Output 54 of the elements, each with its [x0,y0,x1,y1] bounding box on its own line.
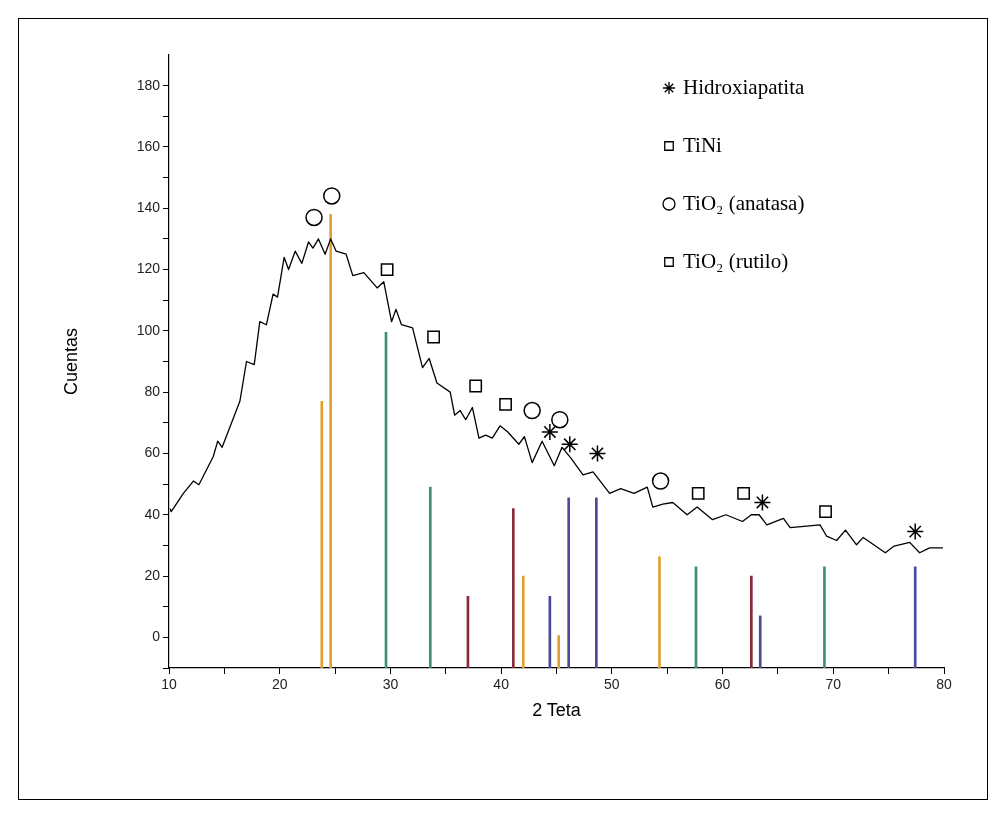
point [906,522,924,541]
x-tick-label: 60 [714,676,731,693]
point [541,423,559,441]
x-tick-label: 30 [382,676,399,693]
x-tick-label: 80 [936,676,952,693]
point [427,330,441,344]
bar [567,497,571,668]
bar [329,214,332,668]
point [651,472,670,490]
y-tick-label: 140 [136,199,161,216]
x-tick-label: 70 [825,676,842,693]
legend-label: TiNi [683,132,723,157]
point [819,505,832,519]
point [469,379,483,393]
y-tick-label: 120 [136,260,161,277]
bar [521,575,525,668]
bar [595,497,598,668]
legend-label: TiO₂ (anatasa) [683,190,805,215]
bar [823,566,826,668]
y-tick-label: 80 [144,383,161,400]
point [499,398,512,411]
bar [913,566,917,668]
point [305,208,323,227]
legend-label: TiO₂ (rutilo) [683,248,789,273]
point [561,435,579,454]
bar [557,635,561,668]
point [380,263,394,276]
point [323,187,341,205]
y-tick-label: 40 [144,505,161,522]
y-axis-title: Cuentas [60,327,81,396]
x-tick-label: 20 [271,676,288,693]
point [691,486,705,500]
x-axis-title: 2 Teta [532,700,582,721]
legend-label: Hidroxiapatita [683,74,805,99]
y-tick-label: 60 [144,444,161,461]
bar [511,508,515,668]
y-tick-label: 160 [136,137,161,154]
x-tick-label: 40 [493,676,510,693]
y-tick-label: 180 [136,76,161,93]
bar [428,486,432,668]
bar [758,615,762,668]
x-tick-label: 50 [604,676,620,693]
x-tick-label: 10 [161,676,177,693]
point [551,410,569,429]
bar [750,575,753,668]
point [588,444,607,463]
bar [658,556,661,668]
y-tick-label: 20 [144,566,161,583]
point [753,493,772,512]
y-tick-label: 0 [152,628,161,645]
point [523,401,541,420]
y-tick-label: 100 [136,321,161,338]
point [737,486,751,500]
bar [320,401,324,668]
